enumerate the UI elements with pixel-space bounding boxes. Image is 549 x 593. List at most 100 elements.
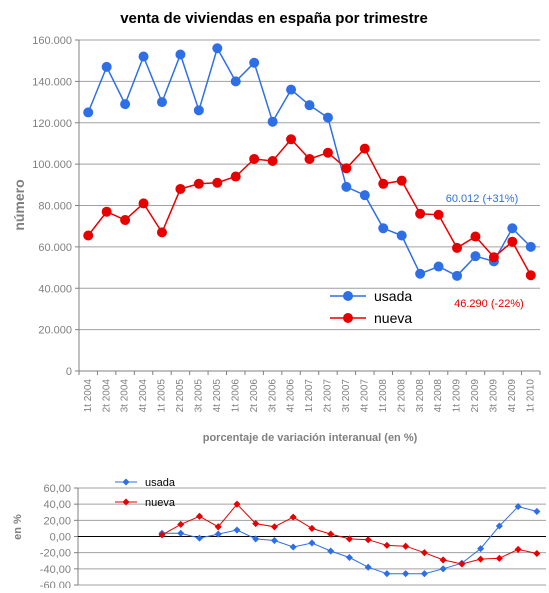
top-x-tick-label: 3t 2008 [415, 379, 426, 413]
top-point-usada [267, 116, 278, 127]
top-point-nueva [267, 156, 278, 167]
top-point-usada [249, 57, 260, 68]
top-x-tick-label: 2t 2004 [101, 379, 112, 413]
top-y-axis-label: número [11, 179, 27, 230]
top-y-tick-label: 60.000 [38, 242, 72, 254]
top-x-tick-label: 3t 2009 [489, 379, 500, 413]
top-x-tick-label: 4t 2006 [286, 379, 297, 413]
top-point-nueva [286, 134, 297, 145]
top-point-usada [212, 43, 223, 54]
top-point-usada [452, 270, 463, 281]
top-x-tick-label: 1t 2005 [157, 379, 168, 413]
top-y-tick-label: 120.000 [32, 118, 72, 130]
top-point-nueva [322, 147, 333, 158]
bottom-point-nueva [252, 520, 260, 528]
bottom-y-axis-label: en % [12, 514, 24, 540]
top-x-tick-label: 1t 2006 [230, 379, 241, 413]
bottom-point-nueva [458, 560, 466, 568]
top-x-tick-label: 3t 2005 [194, 379, 205, 413]
top-x-tick-label: 4t 2004 [138, 379, 149, 413]
top-x-tick-label: 4t 2009 [507, 379, 518, 413]
bottom-point-usada [420, 570, 428, 578]
bottom-y-tick-label: -40,00 [40, 564, 71, 576]
bottom-point-usada [533, 507, 541, 515]
top-point-nueva [470, 231, 481, 242]
top-x-tick-label: 2t 2009 [470, 379, 481, 413]
bottom-point-nueva [308, 524, 316, 532]
top-point-usada [156, 97, 167, 108]
bottom-point-usada [364, 563, 372, 571]
top-point-usada [507, 223, 518, 234]
bottom-y-tick-label: -60,00 [40, 580, 71, 588]
top-y-tick-label: 140.000 [32, 76, 72, 88]
bottom-point-usada [402, 570, 410, 578]
top-point-usada [470, 251, 481, 262]
bottom-point-usada [195, 534, 204, 542]
top-point-usada [101, 61, 112, 72]
bottom-point-usada [345, 553, 353, 562]
bottom-point-nueva [402, 542, 410, 550]
bottom-point-usada [289, 543, 297, 551]
bottom-y-tick-label: 60,00 [43, 483, 71, 495]
top-x-tick-label: 1t 2008 [378, 379, 389, 413]
top-point-usada [415, 268, 426, 279]
bottom-point-usada [177, 529, 185, 537]
top-point-nueva [120, 214, 131, 225]
top-x-tick-label: 2t 2006 [249, 379, 260, 413]
top-point-usada [433, 261, 444, 272]
top-point-nueva [212, 177, 223, 188]
top-point-nueva [83, 230, 94, 241]
top-x-tick-label: 4t 2007 [359, 379, 370, 413]
top-point-usada [341, 181, 352, 192]
top-point-usada [193, 105, 204, 116]
bottom-point-nueva [514, 545, 522, 553]
top-point-usada [138, 51, 149, 62]
top-point-usada [286, 84, 297, 95]
annotation-usada-last: 60.012 (+31%) [446, 193, 518, 205]
top-point-nueva [378, 178, 389, 189]
top-y-tick-label: 20.000 [38, 325, 72, 337]
top-point-usada [230, 76, 241, 87]
bottom-point-nueva [495, 554, 503, 562]
top-x-tick-label: 1t 2004 [83, 379, 94, 413]
bottom-point-usada [308, 539, 316, 547]
bottom-point-usada [439, 565, 447, 573]
top-point-usada [322, 112, 333, 123]
bottom-legend-label-usada: usada [145, 477, 176, 489]
bottom-y-tick-label: 40,00 [43, 499, 71, 511]
top-point-nueva [138, 198, 149, 209]
top-point-usada [525, 241, 536, 252]
bottom-legend-marker-nueva [122, 498, 130, 506]
top-point-nueva [525, 270, 536, 281]
top-point-usada [378, 223, 389, 234]
top-x-tick-label: 2t 2007 [323, 379, 334, 413]
top-y-tick-label: 100.000 [32, 159, 72, 171]
top-point-usada [175, 49, 186, 60]
bottom-point-usada [252, 535, 260, 543]
top-y-tick-label: 40.000 [38, 283, 72, 295]
top-point-nueva [433, 209, 444, 220]
top-legend-label-nueva: nueva [374, 310, 412, 326]
top-point-nueva [341, 163, 352, 174]
top-y-tick-label: 160.000 [32, 35, 72, 47]
bottom-point-nueva [327, 530, 335, 538]
top-x-tick-label: 2t 2008 [396, 379, 407, 413]
top-x-tick-label: 4t 2008 [433, 379, 444, 413]
top-chart-title: venta de viviendas en españa por trimest… [120, 10, 428, 27]
top-point-usada [120, 99, 131, 110]
top-y-tick-label: 0 [66, 366, 72, 378]
top-legend-marker-nueva [343, 313, 353, 323]
bottom-legend-label-nueva: nueva [145, 497, 176, 509]
bottom-point-usada [477, 545, 485, 553]
bottom-point-nueva [345, 535, 353, 543]
bottom-point-nueva [214, 523, 222, 531]
top-x-tick-label: 1t 2009 [452, 379, 463, 413]
top-x-tick-label: 4t 2005 [212, 379, 223, 413]
top-point-usada [83, 107, 94, 118]
top-x-tick-label: 1t 2007 [304, 379, 315, 413]
bottom-y-tick-label: 0,00 [50, 532, 71, 544]
top-point-nueva [230, 171, 241, 182]
top-x-tick-label: 1t 2010 [525, 379, 536, 413]
